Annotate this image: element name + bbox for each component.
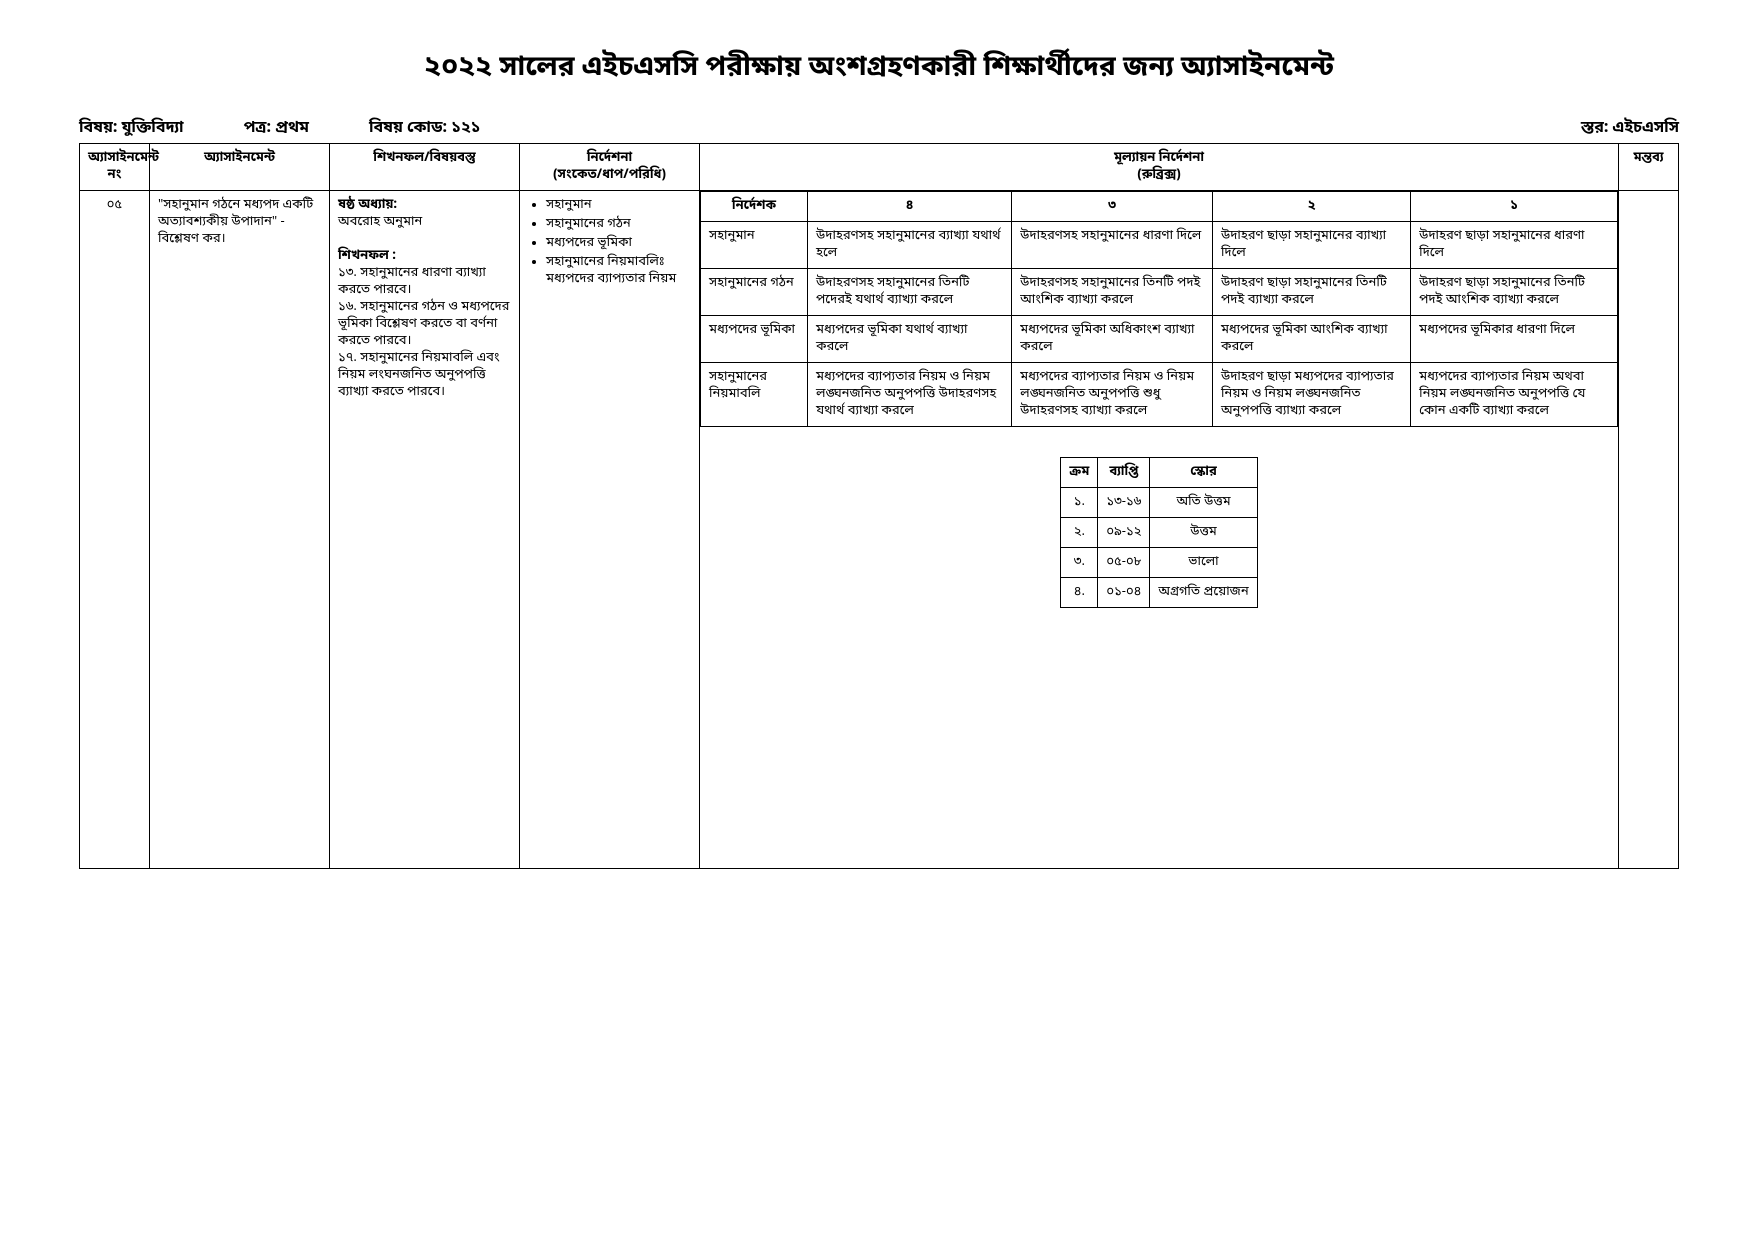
- rub-cell: উদাহরণ ছাড়া সহানুমানের ধারণা দিলে: [1411, 222, 1618, 269]
- rub-cell: উদাহরণসহ সহানুমানের তিনটি পদই আংশিক ব্যা…: [1012, 269, 1213, 316]
- score-cell: ০৫-০৮: [1098, 548, 1150, 578]
- score-cell: ১৩-১৬: [1098, 488, 1150, 518]
- subject-value: যুক্তিবিদ্যা: [122, 117, 184, 139]
- th-rubric: মূল্যায়ন নির্দেশনা (রুব্রিক্স): [700, 144, 1619, 191]
- meta-paper: পত্র: প্রথম: [244, 117, 309, 139]
- direction-item: সহানুমানের গঠন: [546, 216, 691, 233]
- rub-cell: উদাহরণ ছাড়া সহানুমানের তিনটি পদই আংশিক …: [1411, 269, 1618, 316]
- rub-th-1: ১: [1411, 192, 1618, 222]
- cell-remark: [1619, 191, 1679, 869]
- meta-code: বিষয় কোড: ১২১: [369, 117, 480, 139]
- rub-cell: উদাহরণসহ সহানুমানের তিনটি পদেরই যথার্থ ব…: [808, 269, 1012, 316]
- rubric-table: নির্দেশক ৪ ৩ ২ ১ সহানুমান উদাহরণসহ সহানু…: [700, 191, 1618, 427]
- rubric-row: সহানুমান উদাহরণসহ সহানুমানের ব্যাখ্যা যথ…: [701, 222, 1618, 269]
- score-table: ক্রম ব্যাপ্তি স্কোর ১. ১৩-১৬ অতি উত্তম ২…: [1060, 457, 1257, 608]
- rub-cell: মধ্যপদের ভূমিকার ধারণা দিলে: [1411, 316, 1618, 363]
- rub-ind: সহানুমানের গঠন: [701, 269, 808, 316]
- outcome-item: ১৭. সহানুমানের নিয়মাবলি এবং নিয়ম লংঘনজ…: [338, 350, 511, 401]
- outcome-item: ১৩. সহানুমানের ধারণা ব্যাখ্যা করতে পারবে…: [338, 265, 511, 299]
- rub-cell: উদাহরণ ছাড়া সহানুমানের তিনটি পদই ব্যাখ্…: [1212, 269, 1410, 316]
- cell-outcome: ষষ্ঠ অধ্যায়: অবরোহ অনুমান শিখনফল : ১৩. …: [330, 191, 520, 869]
- rub-ind: মধ্যপদের ভূমিকা: [701, 316, 808, 363]
- score-cell: ৩.: [1061, 548, 1098, 578]
- score-cell: ভালো: [1150, 548, 1257, 578]
- th-outcome: শিখনফল/বিষয়বস্তু: [330, 144, 520, 191]
- meta-row: বিষয়: যুক্তিবিদ্যা পত্র: প্রথম বিষয় কো…: [79, 117, 1679, 139]
- direction-item: মধ্যপদের ভূমিকা: [546, 235, 691, 252]
- rub-ind: সহানুমানের নিয়মাবলি: [701, 363, 808, 427]
- score-row: ২. ০৯-১২ উত্তম: [1061, 518, 1257, 548]
- score-row: ৪. ০১-০৪ অগ্রগতি প্রয়োজন: [1061, 578, 1257, 608]
- rubric-sub: (রুব্রিক্স): [708, 167, 1610, 184]
- subject-label: বিষয়:: [79, 117, 117, 139]
- score-row: ৩. ০৫-০৮ ভালো: [1061, 548, 1257, 578]
- code-label: বিষয় কোড:: [369, 117, 447, 139]
- rub-cell: মধ্যপদের ভূমিকা আংশিক ব্যাখ্যা করলে: [1212, 316, 1410, 363]
- score-cell: ৪.: [1061, 578, 1098, 608]
- rubric-row: সহানুমানের নিয়মাবলি মধ্যপদের ব্যাপ্যতার…: [701, 363, 1618, 427]
- rubric-row: মধ্যপদের ভূমিকা মধ্যপদের ভূমিকা যথার্থ ব…: [701, 316, 1618, 363]
- outcome-label: শিখনফল :: [338, 248, 396, 265]
- meta-subject: বিষয়: যুক্তিবিদ্যা: [79, 117, 184, 139]
- page-title: ২০২২ সালের এইচএসসি পরীক্ষায় অংশগ্রহণকার…: [79, 50, 1679, 87]
- level-value: এইচএসসি: [1613, 117, 1679, 139]
- score-cell: ০৯-১২: [1098, 518, 1150, 548]
- score-cell: ০১-০৪: [1098, 578, 1150, 608]
- outcome-topic: অবরোহ অনুমান: [338, 214, 511, 231]
- direction-sub: (সংকেত/ধাপ/পরিধি): [528, 167, 691, 184]
- rub-cell: উদাহরণ ছাড়া মধ্যপদের ব্যাপ্যতার নিয়ম ও…: [1212, 363, 1410, 427]
- table-row: ০৫ "সহানুমান গঠনে মধ্যপদ একটি অত্যাবশ্যক…: [80, 191, 1679, 869]
- rub-cell: মধ্যপদের ভূমিকা যথার্থ ব্যাখ্যা করলে: [808, 316, 1012, 363]
- assignment-table: অ্যাসাইনমেন্ট নং অ্যাসাইনমেন্ট শিখনফল/বি…: [79, 143, 1679, 869]
- meta-level: স্তর: এইচএসসি: [1581, 117, 1679, 139]
- score-cell: অতি উত্তম: [1150, 488, 1257, 518]
- score-cell: ২.: [1061, 518, 1098, 548]
- rub-th-3: ৩: [1012, 192, 1213, 222]
- rub-cell: উদাহরণসহ সহানুমানের ব্যাখ্যা যথার্থ হলে: [808, 222, 1012, 269]
- cell-direction: সহানুমান সহানুমানের গঠন মধ্যপদের ভূমিকা …: [520, 191, 700, 869]
- th-direction: নির্দেশনা (সংকেত/ধাপ/পরিধি): [520, 144, 700, 191]
- th-sn: অ্যাসাইনমেন্ট নং: [80, 144, 150, 191]
- rub-cell: মধ্যপদের ব্যাপ্যতার নিয়ম ও নিয়ম লঙ্ঘনজ…: [808, 363, 1012, 427]
- score-cell: ১.: [1061, 488, 1098, 518]
- rubric-row: সহানুমানের গঠন উদাহরণসহ সহানুমানের তিনটি…: [701, 269, 1618, 316]
- score-th-sl: ক্রম: [1061, 458, 1098, 488]
- direction-item: সহানুমান: [546, 197, 691, 214]
- page: ২০২২ সালের এইচএসসি পরীক্ষায় অংশগ্রহণকার…: [79, 50, 1679, 869]
- rub-th-4: ৪: [808, 192, 1012, 222]
- outcome-item: ১৬. সহানুমানের গঠন ও মধ্যপদের ভূমিকা বিশ…: [338, 299, 511, 350]
- rub-cell: উদাহরণসহ সহানুমানের ধারণা দিলে: [1012, 222, 1213, 269]
- code-value: ১২১: [451, 117, 480, 139]
- rubric-label: মূল্যায়ন নির্দেশনা: [708, 150, 1610, 167]
- rub-cell: মধ্যপদের ব্যাপ্যতার নিয়ম অথবা নিয়ম লঙ্…: [1411, 363, 1618, 427]
- paper-value: প্রথম: [275, 117, 309, 139]
- score-cell: উত্তম: [1150, 518, 1257, 548]
- cell-assignment: "সহানুমান গঠনে মধ্যপদ একটি অত্যাবশ্যকীয়…: [150, 191, 330, 869]
- th-assignment: অ্যাসাইনমেন্ট: [150, 144, 330, 191]
- score-row: ১. ১৩-১৬ অতি উত্তম: [1061, 488, 1257, 518]
- th-remark: মন্তব্য: [1619, 144, 1679, 191]
- rub-ind: সহানুমান: [701, 222, 808, 269]
- score-cell: অগ্রগতি প্রয়োজন: [1150, 578, 1257, 608]
- cell-sn: ০৫: [80, 191, 150, 869]
- score-th-range: ব্যাপ্তি: [1098, 458, 1150, 488]
- rub-cell: উদাহরণ ছাড়া সহানুমানের ব্যাখ্যা দিলে: [1212, 222, 1410, 269]
- rub-th-2: ২: [1212, 192, 1410, 222]
- cell-rubric: নির্দেশক ৪ ৩ ২ ১ সহানুমান উদাহরণসহ সহানু…: [700, 191, 1619, 869]
- paper-label: পত্র:: [244, 117, 271, 139]
- outcome-heading: ষষ্ঠ অধ্যায়:: [338, 197, 397, 214]
- direction-item: সহানুমানের নিয়মাবলিঃ মধ্যপদের ব্যাপ্যতা…: [546, 254, 691, 288]
- direction-label: নির্দেশনা: [528, 150, 691, 167]
- rub-cell: মধ্যপদের ভূমিকা অধিকাংশ ব্যাখ্যা করলে: [1012, 316, 1213, 363]
- rub-th-indicator: নির্দেশক: [701, 192, 808, 222]
- rub-cell: মধ্যপদের ব্যাপ্যতার নিয়ম ও নিয়ম লঙ্ঘনজ…: [1012, 363, 1213, 427]
- score-th-score: স্কোর: [1150, 458, 1257, 488]
- level-label: স্তর:: [1581, 117, 1609, 139]
